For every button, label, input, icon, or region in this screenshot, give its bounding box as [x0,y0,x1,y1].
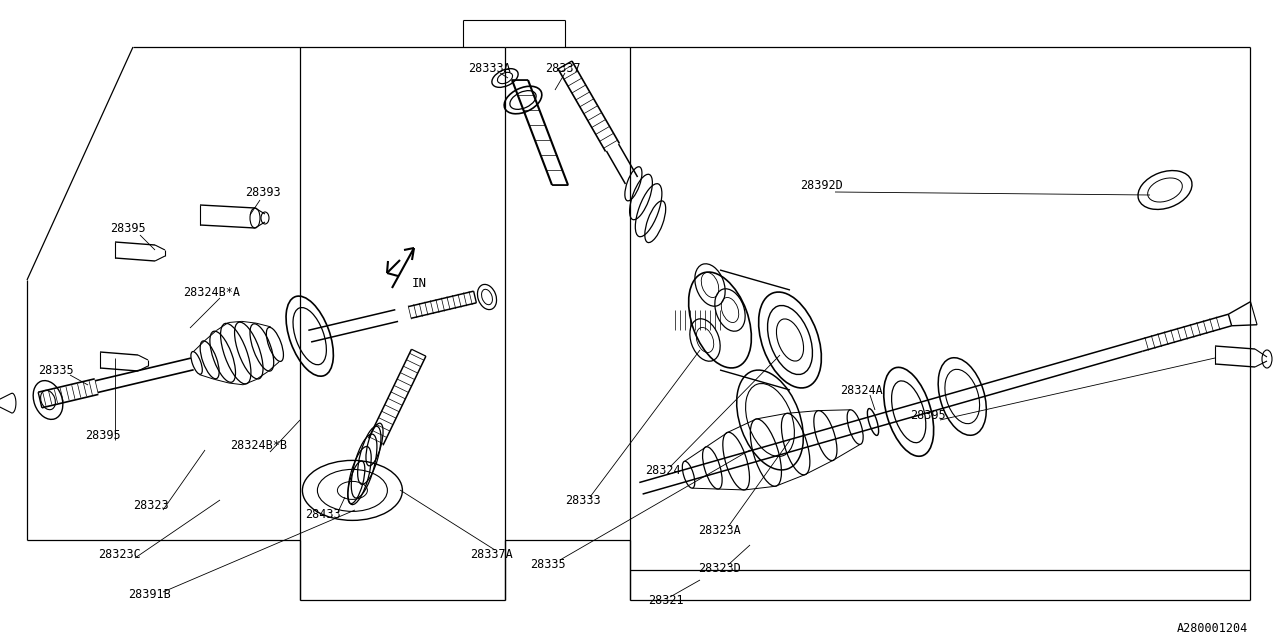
Text: 28395: 28395 [84,429,120,442]
Text: 28395: 28395 [110,221,146,234]
Text: 28324B*A: 28324B*A [183,285,241,298]
Text: 28333A: 28333A [468,61,511,74]
Text: 28392D: 28392D [800,179,842,191]
Text: 28323D: 28323D [698,561,741,575]
Text: 28333: 28333 [564,493,600,506]
Text: 28324A: 28324A [840,383,883,397]
Text: A280001204: A280001204 [1176,621,1248,634]
Text: 28393: 28393 [244,186,280,198]
Text: 28433: 28433 [305,509,340,522]
Text: 28323: 28323 [133,499,169,511]
Text: 28323A: 28323A [698,524,741,536]
Text: 28324B*B: 28324B*B [230,438,287,451]
Text: 28395: 28395 [910,408,946,422]
Text: 28335: 28335 [530,559,566,572]
Text: 28337A: 28337A [470,548,513,561]
Text: 28321: 28321 [648,593,684,607]
Text: 28335: 28335 [38,364,74,376]
Text: 28337: 28337 [545,61,581,74]
Text: 28391B: 28391B [128,589,170,602]
Text: 28324: 28324 [645,463,681,477]
Text: 28323C: 28323C [99,548,141,561]
Text: IN: IN [412,276,428,289]
